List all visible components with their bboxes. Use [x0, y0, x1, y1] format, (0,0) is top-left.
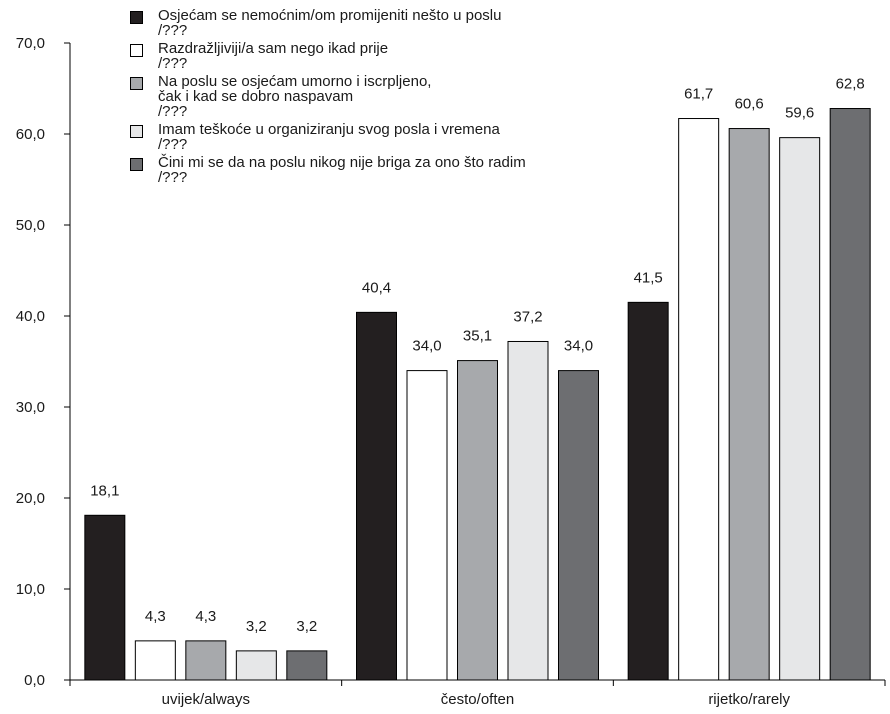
- legend-label: Imam teškoće u organiziranju svog posla …: [158, 121, 500, 153]
- legend-swatch: [130, 77, 143, 90]
- legend-item: Osjećam se nemoćnim/om promijeniti nešto…: [130, 8, 526, 38]
- legend-item: Na poslu se osjećam umorno i iscrpljeno,…: [130, 74, 526, 119]
- bar: [84, 514, 126, 681]
- legend-swatch: [130, 158, 143, 171]
- bar: [558, 370, 599, 681]
- bar: [829, 108, 871, 681]
- y-axis: 0,0 10,0 20,0 30,0 40,0 50,0 60,0 70,0: [16, 35, 71, 689]
- legend-item: Razdražljiviji/a sam nego ikad prije /??…: [130, 41, 526, 71]
- bar: [185, 640, 227, 681]
- y-tick-label: 0,0: [24, 672, 45, 689]
- bar: [779, 137, 821, 681]
- y-tick-label: 30,0: [16, 399, 45, 416]
- legend-swatch: [130, 11, 143, 24]
- bar-value-label: 41,5: [634, 269, 663, 286]
- bar: [235, 650, 277, 681]
- bar: [728, 128, 770, 681]
- legend-label: Na poslu se osjećam umorno i iscrpljeno,…: [158, 73, 432, 120]
- legend-swatch: [130, 44, 143, 57]
- y-tick-label: 40,0: [16, 308, 45, 325]
- bar-value-label: 34,0: [412, 338, 441, 355]
- value-labels: 18,1 4,3 4,3 3,2 3,2 40,4 34,0 35,1 37,2 34,0 41,5…: [90, 76, 865, 635]
- bar-value-label: 34,0: [564, 338, 593, 355]
- x-category-label: uvijek/always: [162, 691, 250, 708]
- bar: [507, 340, 549, 681]
- y-tick-label: 20,0: [16, 490, 45, 507]
- legend-label: Osjećam se nemoćnim/om promijeniti nešto…: [158, 7, 502, 39]
- bar: [457, 360, 498, 681]
- bar-value-label: 40,4: [362, 279, 391, 296]
- bar: [678, 118, 720, 681]
- legend: Osjećam se nemoćnim/om promijeniti nešto…: [130, 8, 526, 188]
- x-category-label: rijetko/rarely: [708, 691, 790, 708]
- legend-item: Čini mi se da na poslu nikog nije briga …: [130, 155, 526, 185]
- bar-value-label: 3,2: [296, 618, 317, 635]
- bar: [134, 640, 176, 681]
- legend-label: Razdražljiviji/a sam nego ikad prije /??…: [158, 40, 389, 72]
- bar: [286, 650, 328, 681]
- x-axis: uvijek/always često/often rijetko/rarely: [69, 679, 886, 708]
- bar-value-label: 60,6: [735, 96, 764, 113]
- bar-value-label: 4,3: [195, 608, 216, 625]
- legend-swatch: [130, 125, 143, 138]
- y-tick-label: 60,0: [16, 126, 45, 143]
- x-category-label: često/often: [441, 691, 514, 708]
- y-tick-label: 70,0: [16, 35, 45, 52]
- bar-value-label: 3,2: [246, 618, 267, 635]
- bar-value-label: 37,2: [513, 308, 542, 325]
- legend-item: Imam teškoće u organiziranju svog posla …: [130, 122, 526, 152]
- bar-value-label: 62,8: [836, 76, 865, 93]
- bar: [627, 301, 669, 681]
- legend-label: Čini mi se da na poslu nikog nije briga …: [158, 154, 526, 186]
- bar: [406, 370, 448, 681]
- bar-value-label: 59,6: [785, 105, 814, 122]
- bar-value-label: 61,7: [684, 86, 713, 103]
- bar-value-label: 4,3: [145, 608, 166, 625]
- y-tick-label: 10,0: [16, 581, 45, 598]
- bar-value-label: 18,1: [90, 482, 119, 499]
- bar-value-label: 35,1: [463, 328, 492, 345]
- bars: [84, 108, 871, 681]
- bar: [356, 311, 397, 681]
- y-tick-label: 50,0: [16, 217, 45, 234]
